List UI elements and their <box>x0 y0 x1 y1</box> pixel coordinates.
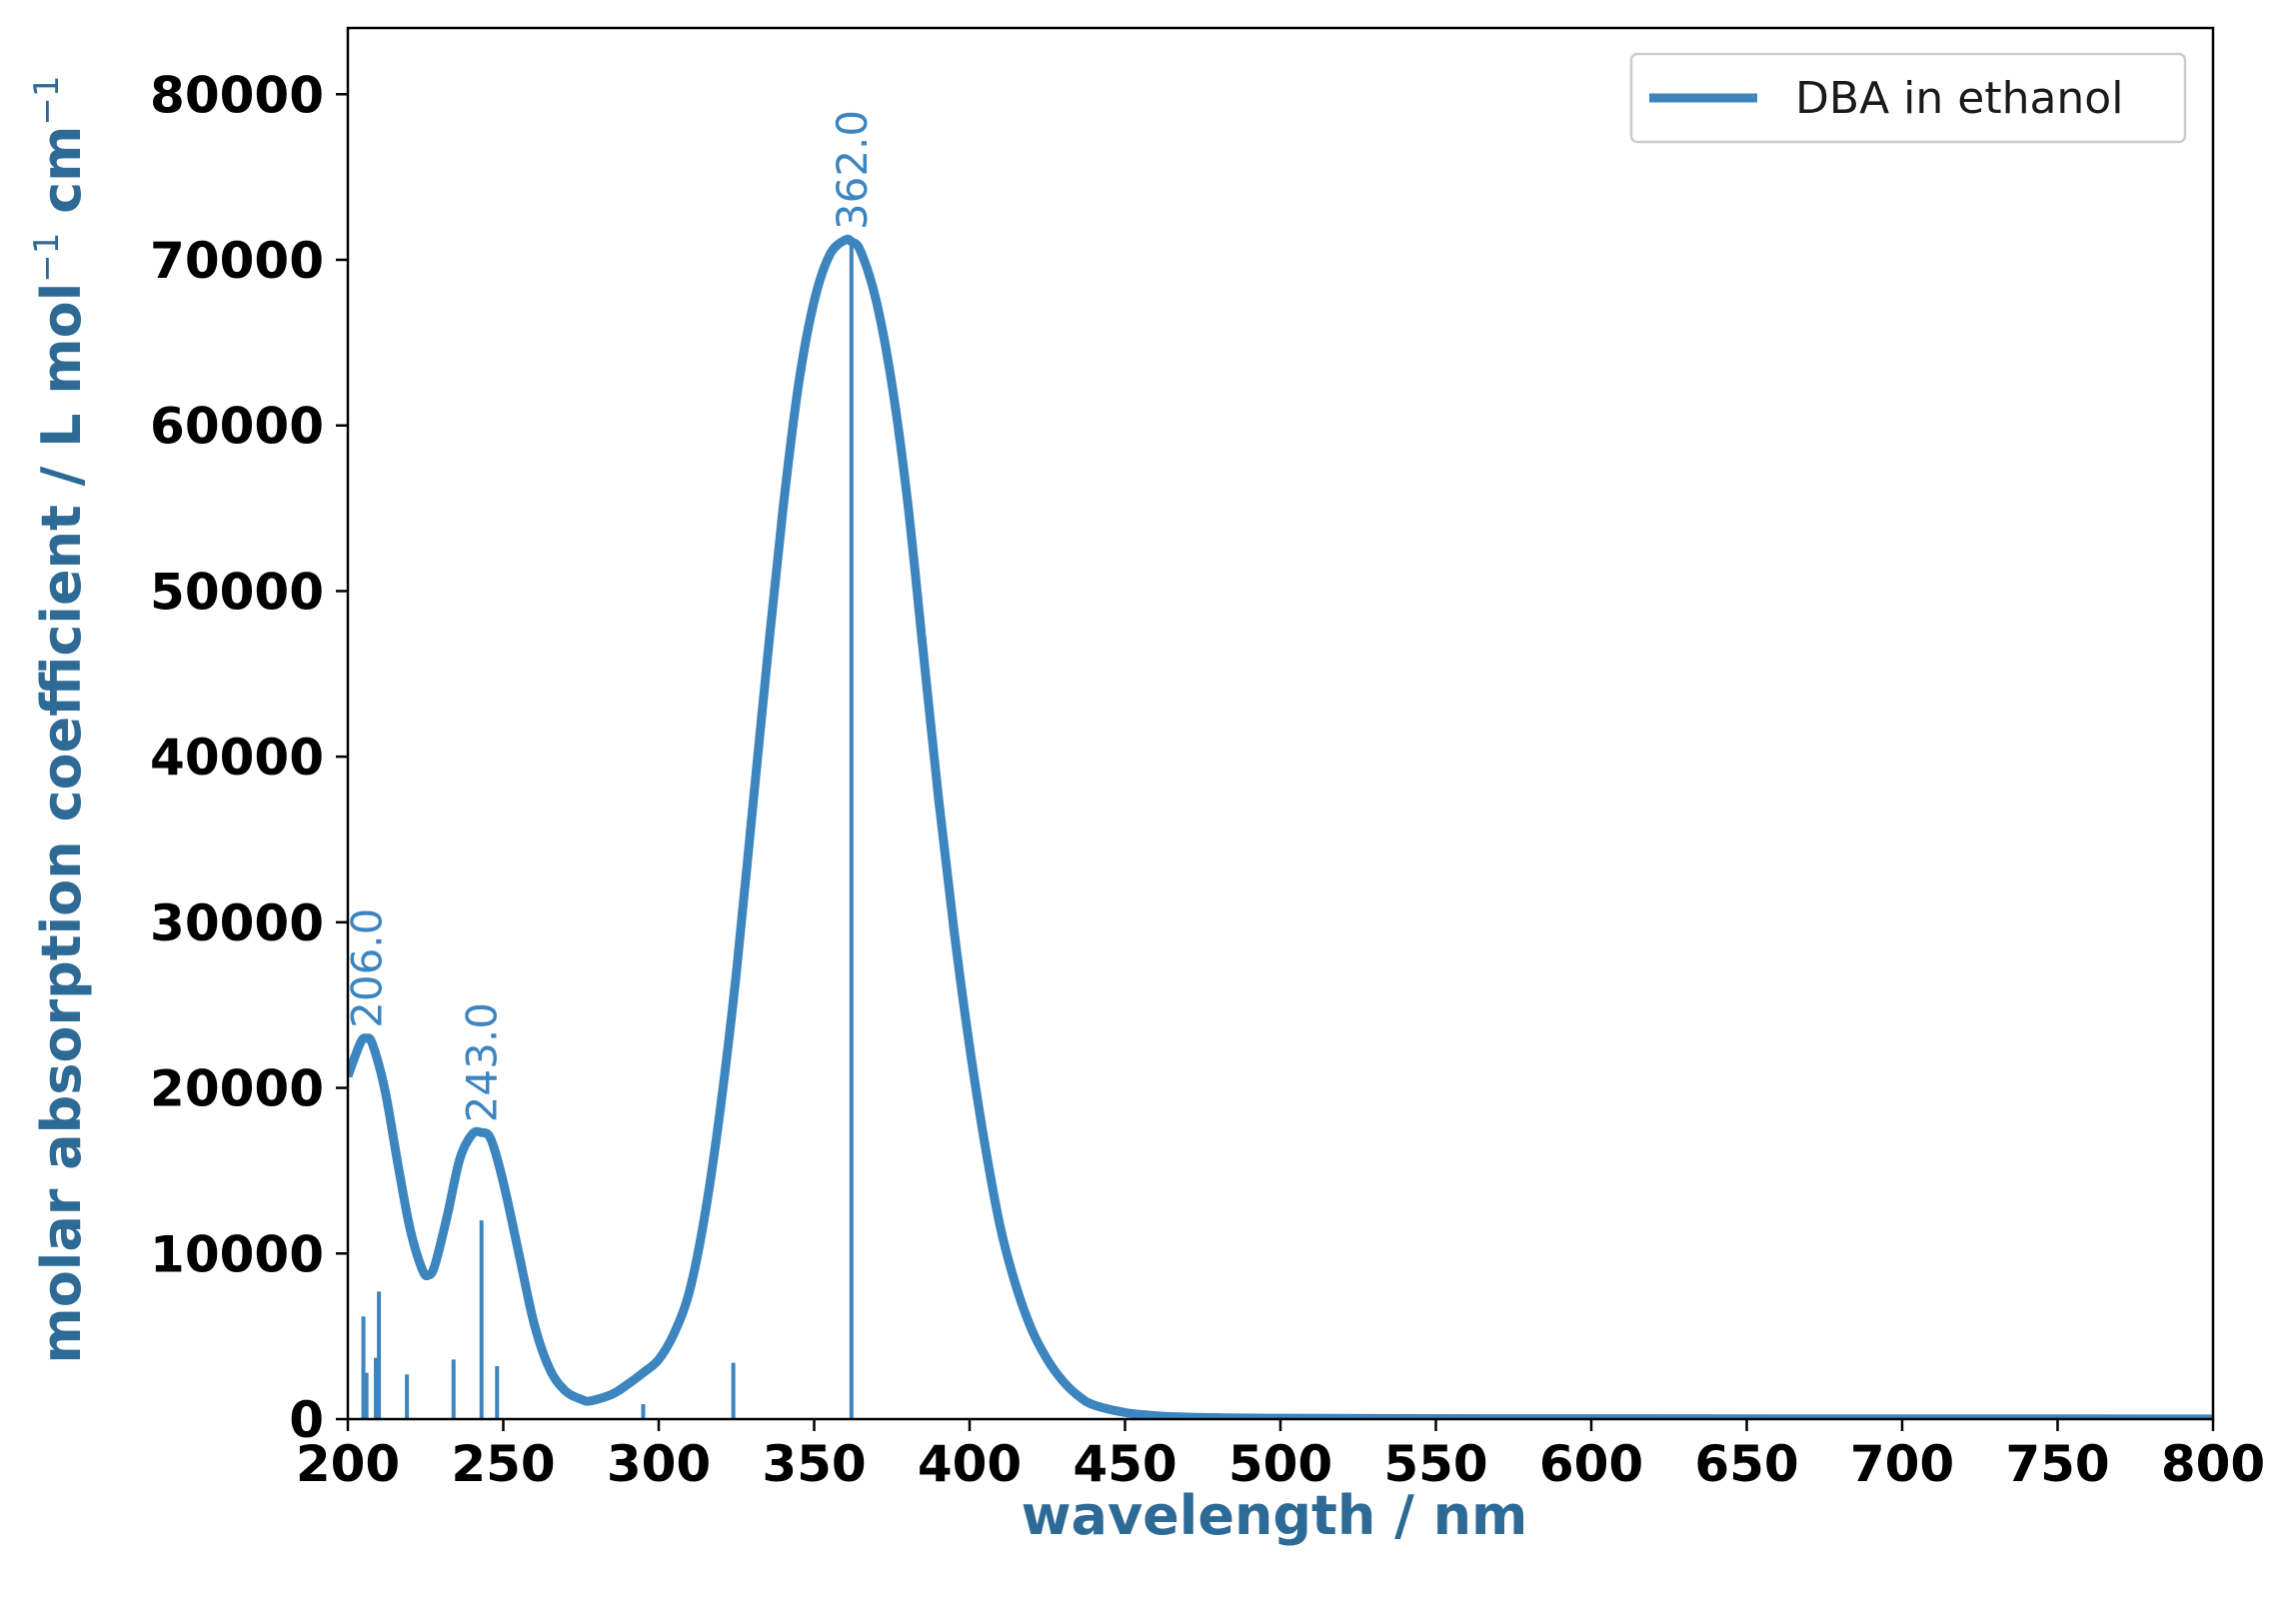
y-tick-label-40000: 40000 <box>150 729 324 787</box>
x-tick-label-200: 200 <box>296 1435 400 1493</box>
legend-entry-label: DBA in ethanol <box>1795 73 2123 124</box>
x-tick-label-550: 550 <box>1383 1435 1487 1493</box>
y-axis-title-unit-cm: cm <box>30 126 93 214</box>
peak-label-243: 243.0 <box>458 1002 507 1122</box>
x-tick-label-800: 800 <box>2161 1435 2265 1493</box>
y-tick-label-80000: 80000 <box>150 66 324 124</box>
x-tick-label-650: 650 <box>1694 1435 1798 1493</box>
x-axis-title: wavelength / nm <box>1022 1484 1528 1547</box>
y-tick-label-60000: 60000 <box>150 398 324 456</box>
y-axis-title-exp1: −1 <box>27 233 67 283</box>
x-tick-label-600: 600 <box>1539 1435 1643 1493</box>
y-axis-title-exp2: −1 <box>27 75 67 125</box>
x-tick-label-700: 700 <box>1850 1435 1954 1493</box>
y-axis: 0 10000 20000 30000 40000 50000 60000 70000 8000… <box>150 66 348 1449</box>
x-axis: 200 250 300 350 400 450 500 550 600 650 700 750 800 <box>296 1419 2265 1493</box>
plot-area <box>348 234 2213 1419</box>
series-line-0 <box>348 234 2213 1419</box>
x-tick-label-350: 350 <box>762 1435 866 1493</box>
plot-border <box>346 26 2215 1421</box>
y-axis-title: molar absorption coefficient / L mol−1 c… <box>27 75 93 1363</box>
y-tick-label-10000: 10000 <box>150 1225 324 1283</box>
x-tick-label-750: 750 <box>2005 1435 2109 1493</box>
peak-label-206: 206.0 <box>343 908 392 1028</box>
legend-box <box>1629 52 2187 144</box>
legend: DBA in ethanol <box>1629 52 2187 144</box>
x-tick-label-400: 400 <box>918 1435 1022 1493</box>
y-tick-label-20000: 20000 <box>150 1060 324 1118</box>
x-tick-label-250: 250 <box>451 1435 555 1493</box>
y-tick-label-70000: 70000 <box>150 232 324 290</box>
y-tick-label-50000: 50000 <box>150 563 324 621</box>
y-tick-label-30000: 30000 <box>150 894 324 952</box>
x-tick-label-450: 450 <box>1073 1435 1176 1493</box>
peak-label-362: 362.0 <box>828 110 877 230</box>
y-axis-title-main: molar absorption coefficient / L mol <box>30 283 93 1364</box>
peak-annotations: 206.0 243.0 362.0 <box>343 110 877 1122</box>
y-tick-label-0: 0 <box>289 1391 324 1449</box>
y-axis-title-space <box>30 214 93 233</box>
x-tick-label-300: 300 <box>607 1435 711 1493</box>
x-tick-label-500: 500 <box>1228 1435 1332 1493</box>
axes-frame <box>346 26 2215 1421</box>
